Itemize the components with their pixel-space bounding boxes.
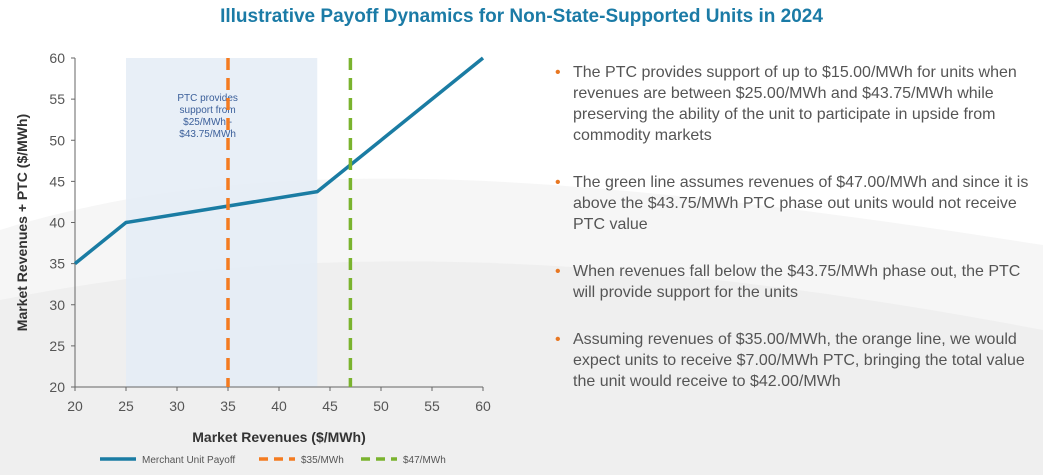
bullet-item: • The PTC provides support of up to $15.…	[555, 62, 1035, 146]
bullet-text: The green line assumes revenues of $47.0…	[573, 174, 1029, 233]
x-axis-title: Market Revenues ($/MWh)	[192, 429, 365, 445]
bullet-text: The PTC provides support of up to $15.00…	[573, 64, 1017, 144]
bullet-marker: •	[555, 64, 561, 81]
y-axis-title: Market Revenues + PTC ($/MWh)	[14, 114, 30, 331]
bullet-item: • Assuming revenues of $35.00/MWh, the o…	[555, 329, 1035, 392]
y-tick-label: 55	[49, 91, 65, 107]
y-tick-label: 45	[49, 173, 65, 189]
x-tick-label: 60	[475, 398, 491, 414]
bullet-list: • The PTC provides support of up to $15.…	[555, 62, 1035, 418]
bullet-marker: •	[555, 174, 561, 191]
x-tick-label: 40	[271, 398, 287, 414]
y-tick-label: 30	[49, 297, 65, 313]
legend-label: $35/MWh	[301, 455, 344, 466]
bullet-marker: •	[555, 331, 561, 348]
x-tick-label: 55	[424, 398, 440, 414]
ptc-annotation-line: $25/MWh -	[183, 117, 232, 128]
x-tick-label: 45	[322, 398, 338, 414]
merchant-payoff-line	[73, 56, 485, 265]
y-tick-label: 20	[49, 379, 65, 395]
x-tick-label: 30	[169, 398, 185, 414]
page-title: Illustrative Payoff Dynamics for Non-Sta…	[220, 6, 823, 27]
ptc-annotation-line: support from	[180, 105, 236, 116]
bullet-item: • The green line assumes revenues of $47…	[555, 172, 1035, 235]
bullet-marker: •	[555, 263, 561, 280]
x-tick-label: 25	[118, 398, 134, 414]
x-tick-label: 35	[220, 398, 236, 414]
legend-label: Merchant Unit Payoff	[142, 455, 235, 466]
legend-label: $47/MWh	[403, 455, 446, 466]
bullet-text: Assuming revenues of $35.00/MWh, the ora…	[573, 331, 1025, 390]
ptc-annotation-line: PTC provides	[177, 93, 238, 104]
y-tick-label: 40	[49, 215, 65, 231]
y-tick-label: 50	[49, 132, 65, 148]
ptc-support-region	[126, 58, 318, 387]
bullet-item: • When revenues fall below the $43.75/MW…	[555, 261, 1035, 303]
x-tick-label: 20	[67, 398, 83, 414]
y-tick-label: 35	[49, 256, 65, 272]
ptc-annotation-line: $43.75/MWh	[179, 129, 236, 140]
bullet-text: When revenues fall below the $43.75/MWh …	[573, 263, 1021, 301]
y-tick-label: 60	[49, 50, 65, 66]
x-tick-label: 50	[373, 398, 389, 414]
y-tick-label: 25	[49, 338, 65, 354]
